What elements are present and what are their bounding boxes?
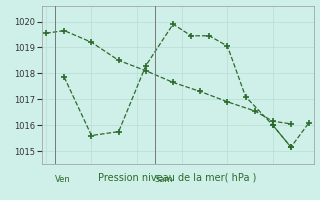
X-axis label: Pression niveau de la mer( hPa ): Pression niveau de la mer( hPa ) [99, 172, 257, 182]
Text: Sam: Sam [155, 175, 173, 184]
Text: Ven: Ven [55, 175, 71, 184]
